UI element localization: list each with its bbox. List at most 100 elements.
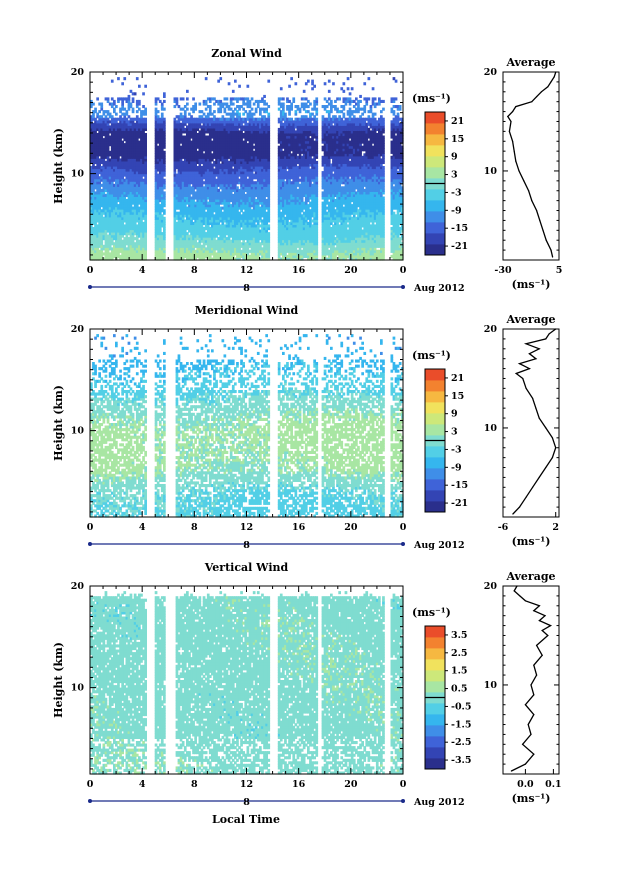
heatmap-cell [90,229,93,233]
heatmap-cell [123,229,127,233]
heatmap-cell [117,135,120,139]
heatmap-cell [110,140,114,144]
heatmap-cell [113,110,116,114]
heatmap-cell [108,191,112,195]
heatmap-cell [100,254,104,258]
heatmap-cell [94,186,97,190]
heatmap-cell [119,193,122,197]
heatmap-cell [110,133,114,137]
heatmap-cell [106,97,110,101]
heatmap-cell [123,168,127,172]
heatmap-cell [110,102,114,106]
heatmap-cell [96,206,99,210]
heatmap-cell [108,130,112,134]
heatmap-cell [108,227,112,231]
heatmap-cell [100,130,104,134]
heatmap-cell [121,99,124,103]
heatmap-cell [92,209,95,213]
heatmap-cell [110,196,114,200]
heatmap-cell [110,97,114,101]
heatmap-cell [104,186,108,190]
heatmap-cell [121,193,124,197]
heatmap-cell [267,224,271,228]
heatmap-cell [234,79,237,83]
heatmap-cell [119,206,122,210]
heatmap-cell [121,120,124,124]
heatmap-cell [104,234,108,238]
heatmap-cell [100,127,104,131]
heatmap-cell [121,247,124,251]
heatmap-cell [90,133,93,137]
heatmap-cell [90,191,93,195]
heatmap-cell [123,97,127,101]
heatmap-cell [98,214,101,218]
heatmap-cell [119,191,122,195]
heatmap-cell [121,135,124,139]
heatmap-cell [102,140,106,144]
heatmap-cell [110,206,114,210]
heatmap-cell [90,216,93,220]
heatmap-cell [110,227,114,231]
heatmap-cell [250,107,254,111]
heatmap-cell [100,176,104,180]
heatmap-cell [108,153,112,157]
heatmap-cell [90,254,93,258]
heatmap-cell [113,178,116,182]
heatmap-cell [127,94,131,98]
heatmap-cell [94,237,97,241]
heatmap-cell [100,135,104,139]
heatmap-cell [102,120,106,124]
heatmap-cell [125,145,129,149]
heatmap-cell [96,115,99,119]
heatmap-cell [106,214,110,218]
heatmap-cell [94,117,97,121]
heatmap-cell [92,133,95,137]
heatmap-cell [119,234,122,238]
heatmap-cell [104,178,108,182]
heatmap-cell [106,138,110,142]
heatmap-cell [96,97,99,101]
heatmap-cell [106,148,110,152]
heatmap-cell [104,214,108,218]
heatmap-cell [92,153,95,157]
heatmap-cell [96,193,99,197]
heatmap-cell [106,229,110,233]
heatmap-cell [94,204,97,208]
heatmap-cell [113,221,116,225]
heatmap-cell [100,171,104,175]
heatmap-cell [117,148,120,152]
heatmap-cell [92,125,95,129]
heatmap-cell [96,176,99,180]
heatmap-cell [204,77,208,81]
heatmap-cell [110,153,114,157]
heatmap-cell [92,257,95,261]
heatmap-cell [102,166,106,170]
heatmap-cell [108,127,112,131]
heatmap-cell [92,181,95,185]
heatmap-cell [94,133,97,137]
heatmap-cell [119,158,122,162]
heatmap-cell [96,186,99,190]
heatmap-cell [115,153,118,157]
heatmap-cell [108,150,112,154]
heatmap-cell [92,160,95,164]
heatmap-cell [121,188,124,192]
heatmap-cell [284,112,287,116]
heatmap-cell [110,120,114,124]
heatmap-cell [104,122,108,126]
heatmap-cell [98,237,101,241]
heatmap-cell [119,244,122,248]
heatmap-cell [96,247,99,251]
heatmap-cell [110,254,114,258]
heatmap-cell [121,242,124,246]
heatmap-cell [119,214,122,218]
heatmap-cell [104,229,108,233]
heatmap-cell [104,171,108,175]
heatmap-cell [108,237,112,241]
heatmap-cell [163,209,166,213]
heatmap-cell [121,221,124,225]
heatmap-cell [121,158,124,162]
heatmap-cell [96,219,99,223]
heatmap-cell [117,171,120,175]
heatmap-cell [267,232,271,236]
